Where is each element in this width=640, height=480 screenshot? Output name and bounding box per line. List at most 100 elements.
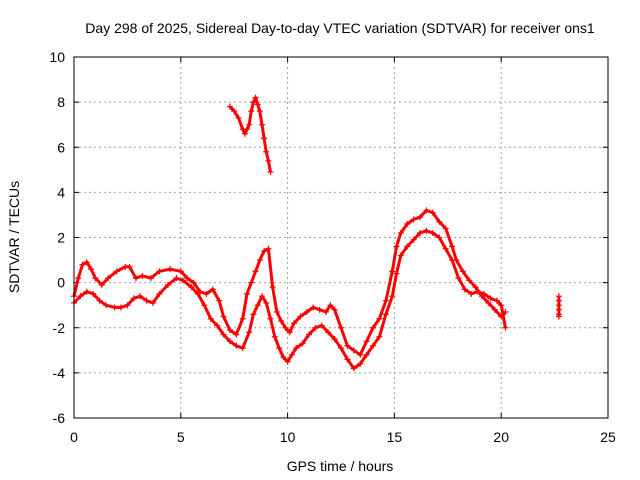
data-point — [117, 304, 124, 311]
data-point — [474, 288, 481, 295]
data-point — [261, 135, 268, 142]
y-tick-label: -4 — [53, 365, 66, 381]
data-point — [487, 295, 494, 302]
data-point — [382, 311, 389, 318]
data-point — [331, 336, 338, 343]
data-point — [88, 266, 95, 273]
data-point — [139, 272, 146, 279]
data-point — [248, 279, 255, 286]
data-point — [248, 108, 255, 115]
data-point — [436, 218, 443, 225]
data-point — [318, 322, 325, 329]
data-point — [404, 220, 411, 227]
data-point — [179, 277, 186, 284]
data-point — [126, 263, 133, 270]
data-point — [235, 114, 242, 121]
data-point — [261, 248, 268, 255]
data-point — [250, 99, 257, 106]
data-point — [203, 290, 210, 297]
data-point — [209, 286, 216, 293]
data-point — [98, 281, 105, 288]
data-point — [265, 157, 272, 164]
y-tick-label: -6 — [53, 410, 66, 426]
data-point — [417, 229, 424, 236]
data-point — [269, 284, 276, 291]
plot-frame — [73, 56, 609, 419]
data-point — [410, 236, 417, 243]
y-tick-label: 2 — [57, 230, 65, 246]
data-point — [323, 308, 330, 315]
data-point — [226, 103, 233, 110]
data-point — [214, 322, 221, 329]
data-point — [442, 225, 449, 232]
data-point — [263, 148, 270, 155]
data-point — [305, 331, 312, 338]
data-point — [393, 243, 400, 250]
data-point — [231, 108, 238, 115]
data-point — [167, 266, 174, 273]
data-point — [459, 268, 466, 275]
data-point — [331, 306, 338, 313]
data-point — [194, 290, 201, 297]
data-point — [79, 261, 86, 268]
data-point — [233, 331, 240, 338]
data-point — [226, 338, 233, 345]
data-point — [239, 315, 246, 322]
data-point — [429, 209, 436, 216]
data-point — [246, 121, 253, 128]
data-point — [291, 320, 298, 327]
data-point — [220, 313, 227, 320]
y-tick-label: 6 — [57, 139, 65, 155]
data-point — [370, 342, 377, 349]
chart-title: Day 298 of 2025, Sidereal Day-to-day VTE… — [85, 20, 595, 36]
data-point — [280, 354, 287, 361]
data-point — [417, 214, 424, 221]
data-point — [389, 293, 396, 300]
x-tick-label: 0 — [70, 429, 78, 445]
data-point — [226, 327, 233, 334]
data-point — [132, 275, 139, 282]
data-point — [111, 304, 118, 311]
data-point — [273, 308, 280, 315]
data-point — [423, 227, 430, 234]
data-point — [156, 268, 163, 275]
data-point — [216, 297, 223, 304]
y-tick-label: 0 — [57, 275, 65, 291]
data-point — [164, 281, 171, 288]
data-point — [338, 345, 344, 352]
data-point — [423, 207, 430, 214]
data-point — [190, 279, 197, 286]
data-point — [278, 317, 285, 324]
data-point — [77, 293, 84, 300]
series-trace — [72, 229, 507, 370]
data-point — [376, 315, 383, 322]
data-point — [389, 268, 396, 275]
data-point — [244, 290, 251, 297]
data-point — [92, 275, 99, 282]
data-point — [143, 297, 150, 304]
y-tick-label: 8 — [57, 94, 65, 110]
data-point — [156, 290, 163, 297]
data-point — [207, 315, 214, 322]
data-point — [466, 277, 473, 284]
data-point — [239, 345, 246, 352]
data-point — [241, 130, 248, 137]
y-tick-label: 10 — [49, 49, 65, 65]
data-point — [258, 293, 265, 300]
data-point — [256, 108, 263, 115]
x-tick-label: 5 — [177, 429, 185, 445]
x-tick-label: 15 — [387, 429, 403, 445]
data-point — [350, 347, 357, 354]
y-axis-label: SDTVAR / TECUs — [6, 181, 22, 293]
data-point — [293, 345, 300, 352]
data-point — [252, 94, 259, 101]
data-point — [449, 243, 456, 250]
series-main-lower — [71, 227, 509, 372]
data-point — [284, 358, 291, 365]
data-point — [177, 268, 184, 275]
data-point — [461, 286, 468, 293]
data-point — [429, 229, 436, 236]
data-point — [357, 360, 364, 367]
